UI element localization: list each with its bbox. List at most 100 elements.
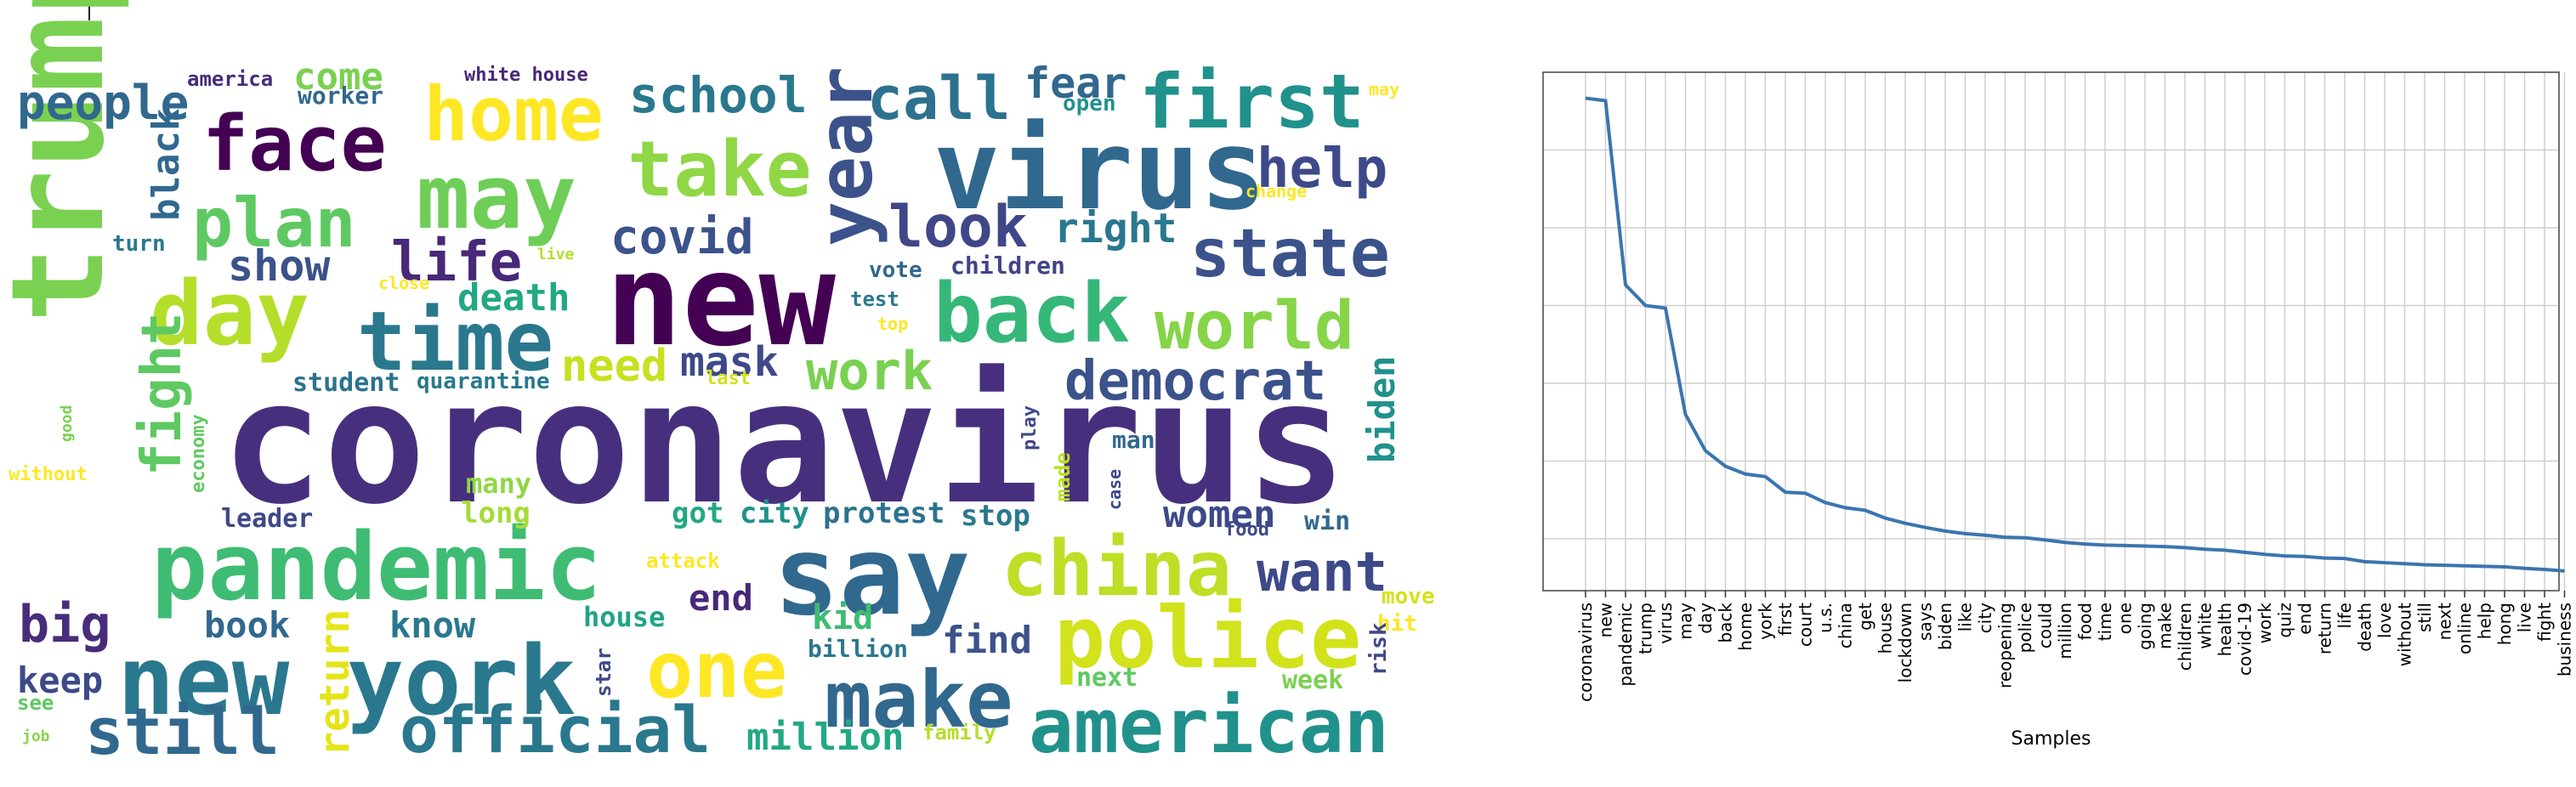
- x-tick-label: time: [2095, 603, 2115, 641]
- wordcloud-word: leader: [221, 504, 313, 534]
- wordcloud-word: come: [293, 55, 383, 99]
- x-tick-label: end: [2295, 603, 2315, 635]
- wordcloud-word: world: [1155, 288, 1354, 365]
- x-tick-label: help: [2475, 603, 2495, 639]
- wordcloud-word: new: [605, 227, 837, 375]
- wordcloud-word: right: [1054, 205, 1177, 252]
- wordcloud-word: week: [1282, 665, 1343, 695]
- x-tick-label: next: [2435, 603, 2455, 640]
- wordcloud-word: children: [950, 252, 1065, 280]
- x-tick-labels: coronavirus new pandemic trump virus may day ba…: [1575, 591, 2575, 702]
- wordcloud-word: call: [867, 64, 1011, 133]
- wordcloud-word: biden: [1361, 356, 1403, 463]
- wordcloud-word: good: [58, 405, 76, 442]
- x-tick-label: fight: [2534, 603, 2555, 642]
- wordcloud-word: america: [187, 67, 273, 91]
- cursor-line: [88, 0, 90, 20]
- plot-frame: [1542, 71, 2560, 592]
- wordcloud-word: return: [311, 609, 359, 756]
- x-tick-label: covid-19: [2235, 603, 2255, 676]
- x-tick-label: u.s.: [1815, 603, 1836, 633]
- wordcloud-word: top: [877, 314, 908, 334]
- word-cloud: coronavirus trump new virus pandemic say new y…: [0, 0, 1435, 770]
- x-tick-label: coronavirus: [1575, 603, 1596, 702]
- wordcloud-word: black: [145, 109, 188, 221]
- wordcloud-word: mask: [680, 338, 779, 386]
- wordcloud-word: work: [806, 340, 933, 402]
- x-tick-label: reopening: [1995, 603, 2016, 688]
- wordcloud-word: still: [85, 694, 280, 769]
- x-tick-label: says: [1915, 603, 1936, 641]
- x-tick-label: hong: [2494, 603, 2515, 645]
- wordcloud-word: book: [204, 604, 290, 646]
- x-tick-label: work: [2255, 603, 2275, 644]
- wordcloud-word: student: [292, 368, 400, 398]
- wordcloud-word: day: [150, 262, 309, 365]
- wordcloud-word: people: [17, 76, 189, 131]
- x-tick-label: police: [2015, 603, 2035, 653]
- wordcloud-word: school: [629, 66, 808, 124]
- wordcloud-word: show: [228, 241, 331, 291]
- wordcloud-word: food: [1224, 519, 1269, 541]
- wordcloud-word: official: [400, 692, 711, 767]
- wordcloud-word: live: [537, 246, 575, 263]
- series-line: [1585, 96, 2565, 573]
- wordcloud-word: many: [466, 467, 531, 500]
- wordcloud-word: find: [942, 619, 1032, 662]
- x-tick-label: home: [1735, 603, 1756, 651]
- x-tick-label: live: [2515, 603, 2535, 632]
- wordcloud-word: long: [461, 496, 531, 530]
- wordcloud-word: got: [672, 496, 723, 530]
- wordcloud-word: face: [202, 99, 387, 189]
- x-tick-label: york: [1756, 603, 1776, 640]
- x-tick-label: one: [2115, 603, 2136, 634]
- wordcloud-word: trump: [0, 0, 133, 323]
- chart-grid: [1543, 72, 2566, 591]
- x-tick-label: million: [2055, 603, 2075, 660]
- wordcloud-word: back: [933, 266, 1130, 361]
- wordcloud-word: case: [1104, 469, 1125, 510]
- wordcloud-word: know: [389, 604, 476, 646]
- wordcloud-word: take: [627, 125, 812, 214]
- x-tick-label: make: [2155, 603, 2176, 649]
- x-tick-label: house: [1875, 603, 1896, 654]
- x-tick-label: trump: [1636, 603, 1656, 654]
- wordcloud-word: keep: [17, 660, 103, 701]
- x-tick-label: white: [2195, 603, 2216, 649]
- wordcloud-word: man: [1112, 426, 1155, 454]
- wordcloud-word: move: [1382, 584, 1435, 609]
- wordcloud-word: attack: [646, 549, 720, 573]
- wordcloud-word: million: [746, 716, 904, 759]
- x-tick-label: business: [2555, 603, 2575, 677]
- x-tick-label: return: [2315, 603, 2335, 654]
- x-tick-label: life: [2335, 603, 2355, 628]
- wordcloud-word: may: [1369, 79, 1399, 99]
- x-tick-label: court: [1796, 603, 1816, 647]
- wordcloud-word: time: [357, 294, 553, 389]
- wordcloud-word: life: [391, 231, 522, 294]
- x-tick-label: back: [1716, 603, 1736, 643]
- x-tick-label: lockdown: [1895, 603, 1915, 682]
- wordcloud-word: big: [19, 595, 111, 654]
- x-tick-label: without: [2395, 603, 2415, 666]
- wordcloud-word: open: [1063, 91, 1116, 116]
- wordcloud-word: white house: [464, 65, 588, 86]
- wordcloud-word: see: [17, 691, 54, 715]
- wordcloud-word: fight: [131, 312, 194, 476]
- wordcloud-word: hit: [1377, 611, 1417, 637]
- wordcloud-word: next: [1076, 663, 1138, 693]
- x-tick-label: first: [1775, 603, 1796, 636]
- wordcloud-word: win: [1304, 507, 1350, 536]
- wordcloud-word: make: [825, 654, 1013, 745]
- wordcloud-word: test: [850, 287, 899, 311]
- x-tick-label: virus: [1655, 603, 1676, 644]
- wordcloud-word: without: [9, 464, 88, 485]
- wordcloud-word: billion: [808, 635, 908, 663]
- wordcloud-word: end: [689, 577, 753, 619]
- wordcloud-word: help: [1257, 138, 1387, 201]
- wordcloud-word: covid: [610, 210, 754, 265]
- x-axis-label: Samples: [2011, 728, 2091, 750]
- wordcloud-word: one: [646, 625, 787, 716]
- wordcloud-word: last: [706, 368, 751, 389]
- wordcloud-word: vote: [869, 258, 922, 283]
